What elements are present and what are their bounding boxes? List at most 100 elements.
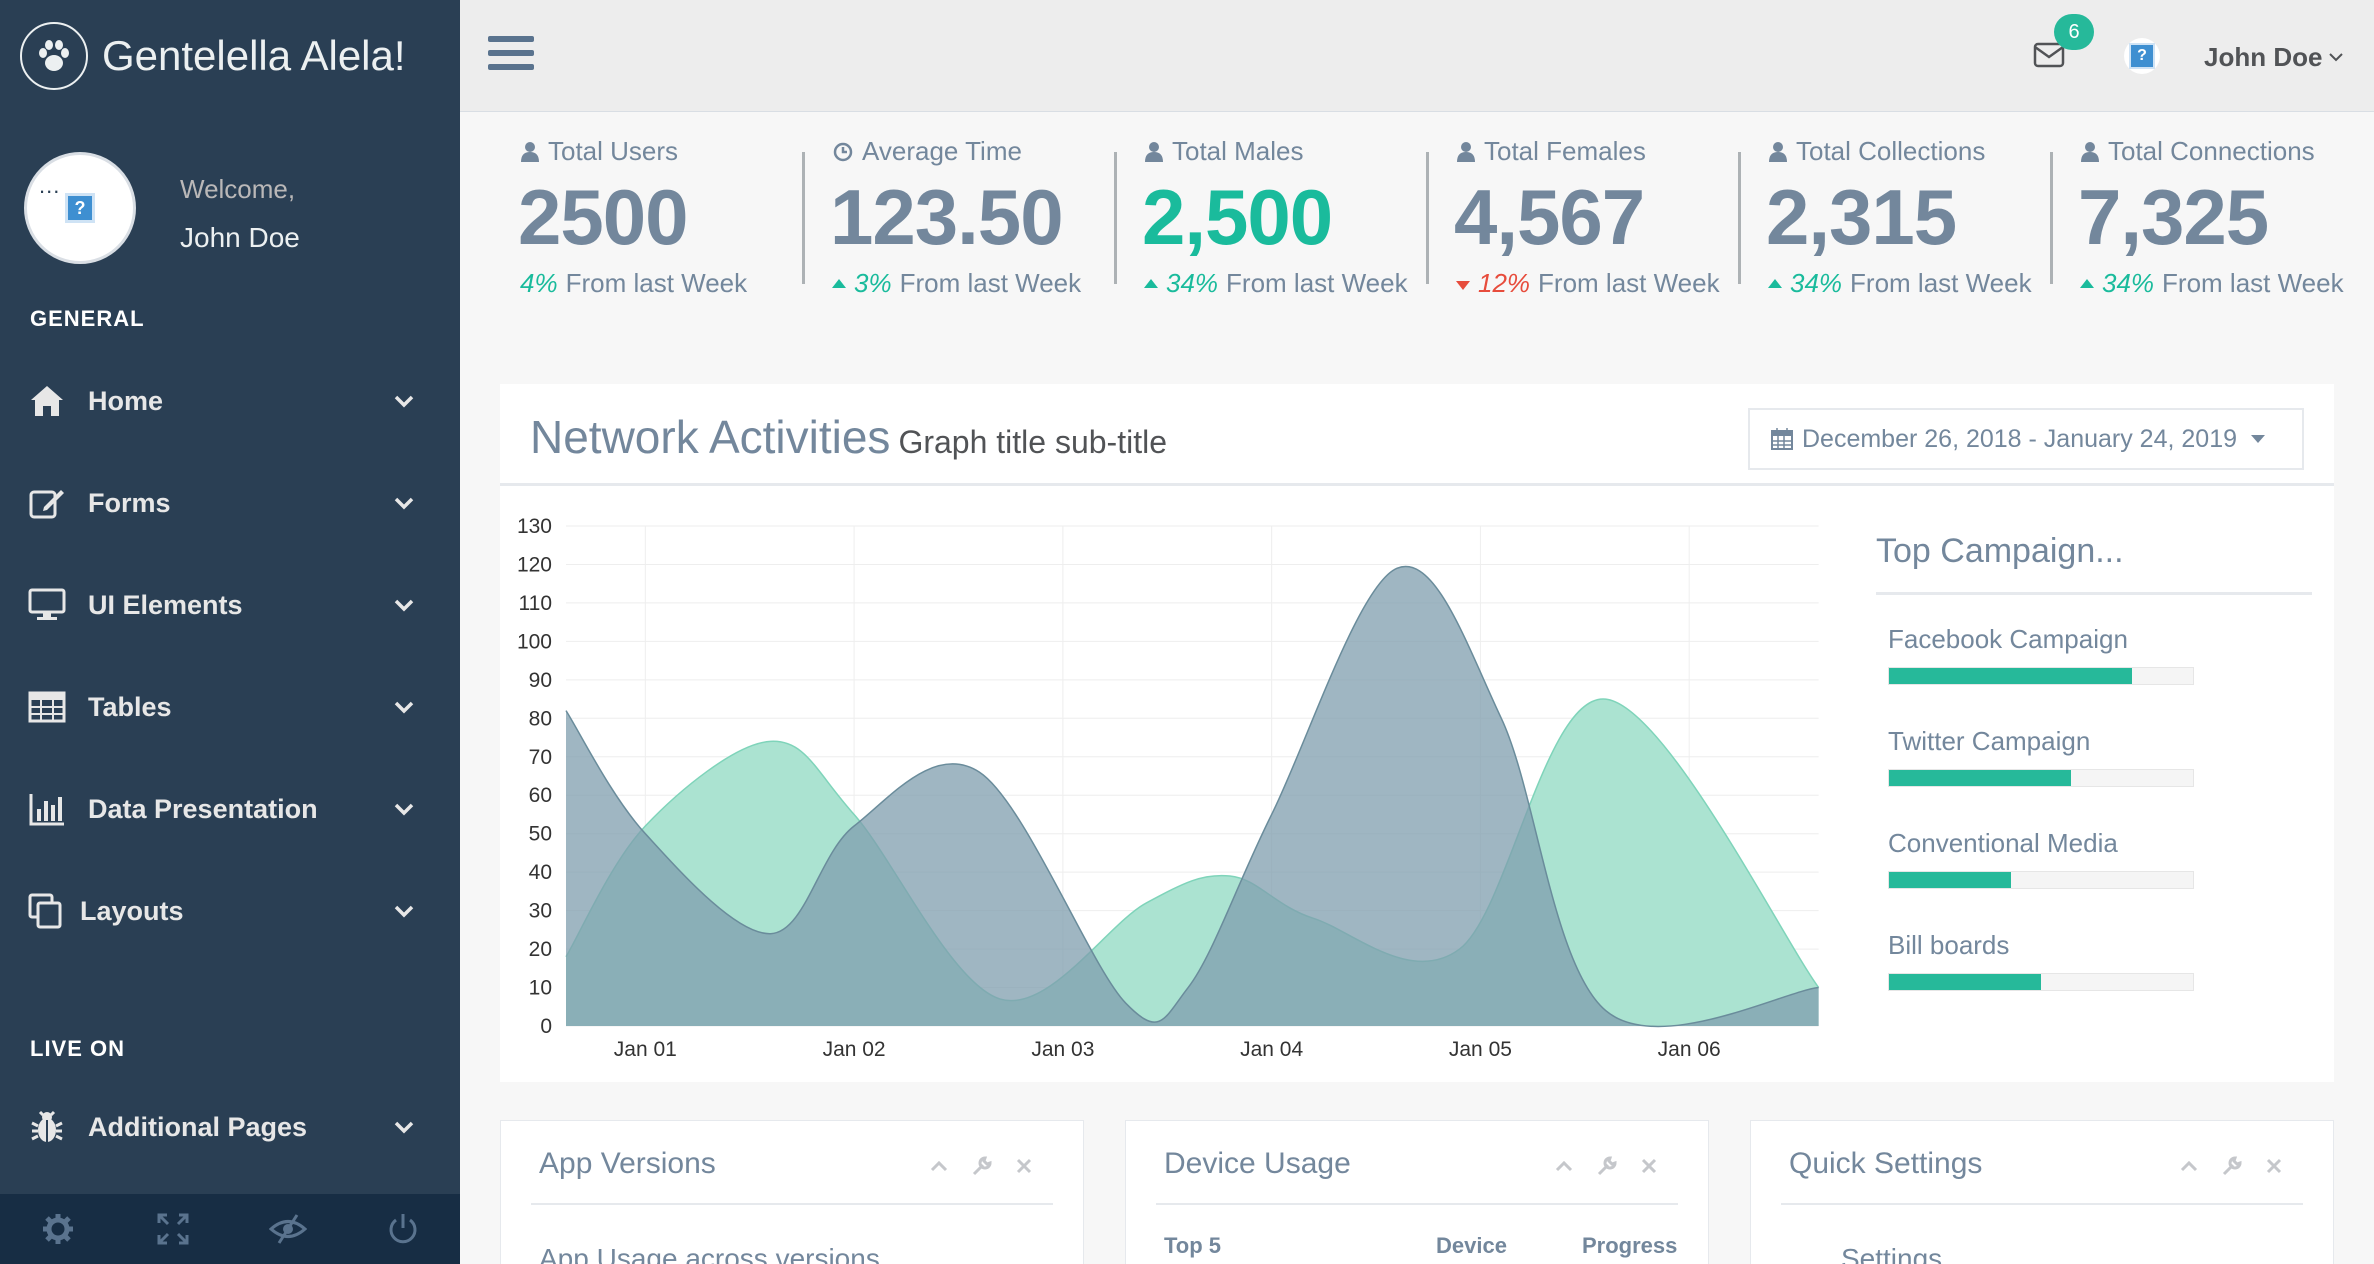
- sidebar-item-label: UI Elements: [88, 589, 243, 620]
- tile-percent: 34%: [2102, 268, 2155, 298]
- panel-subtitle: App Usage across versions: [539, 1243, 880, 1264]
- app-versions-panel: App Versions App Usage across versions: [500, 1120, 1084, 1264]
- chevron-down-icon: [394, 395, 414, 408]
- sidebar-item-layouts[interactable]: Layouts: [0, 860, 460, 962]
- chevron-down-icon: [394, 1121, 414, 1134]
- close-icon[interactable]: [1640, 1157, 1658, 1175]
- tile-divider: [1114, 152, 1117, 284]
- tile-divider: [2050, 152, 2053, 284]
- tile-label-text: Average Time: [862, 136, 1022, 166]
- date-range-picker[interactable]: December 26, 2018 - January 24, 2019: [1748, 408, 2304, 470]
- tile-divider: [802, 152, 805, 284]
- tile-footer: 12% From last Week: [1456, 268, 1746, 299]
- sidebar-item-forms[interactable]: Forms: [0, 452, 460, 554]
- tile-footer-text: From last Week: [899, 268, 1082, 298]
- campaign-item: Facebook Campaign: [1888, 624, 2194, 685]
- stat-tile: Total Collections 2,315 34% From last Week: [1748, 126, 2060, 306]
- close-icon[interactable]: [1015, 1157, 1033, 1175]
- bug-icon: [31, 1110, 63, 1142]
- bar-chart-icon: [29, 794, 64, 826]
- wrench-icon[interactable]: [2221, 1155, 2243, 1177]
- y-tick-label: 110: [519, 592, 552, 615]
- settings-button[interactable]: [0, 1194, 115, 1264]
- tile-footer: 34% From last Week: [1768, 268, 2058, 299]
- chevron-down-icon[interactable]: [2328, 52, 2344, 62]
- column-header-device: Device: [1436, 1233, 1507, 1258]
- chevron-up-icon[interactable]: [2179, 1159, 2199, 1173]
- progress-fill: [1889, 770, 2072, 786]
- logout-button[interactable]: [345, 1194, 460, 1264]
- tile-label: Total Users: [520, 136, 678, 167]
- campaigns-title: Top Campaign...: [1876, 532, 2124, 570]
- tile-label: Total Females: [1456, 136, 1646, 167]
- chevron-down-icon: [394, 701, 414, 714]
- y-tick-label: 80: [529, 707, 552, 730]
- tile-value: 7,325: [2078, 173, 2269, 261]
- tile-footer-text: From last Week: [1226, 268, 1408, 298]
- tile-label: Total Males: [1144, 136, 1304, 167]
- sidebar-item-label: Forms: [88, 487, 171, 518]
- wrench-icon[interactable]: [1596, 1155, 1618, 1177]
- top-nav: 6 ? John Doe: [460, 0, 2374, 112]
- menu-toggle-icon[interactable]: [488, 36, 534, 76]
- stat-tile: Total Connections 7,325 34% From last Week: [2060, 126, 2372, 306]
- wrench-icon[interactable]: [971, 1155, 993, 1177]
- sidebar-item-home[interactable]: Home: [0, 350, 460, 452]
- series-line-1: [565, 698, 1820, 1002]
- brand[interactable]: Gentelella Alela!: [0, 0, 460, 112]
- chevron-up-icon[interactable]: [929, 1159, 949, 1173]
- chevron-down-icon: [394, 803, 414, 816]
- welcome-text: Welcome,: [180, 174, 296, 204]
- chevron-down-icon: [394, 497, 414, 510]
- user-menu[interactable]: John Doe: [2204, 42, 2323, 72]
- clock-icon: [833, 142, 853, 161]
- y-tick-label: 0: [540, 1015, 552, 1038]
- column-header-progress: Progress: [1582, 1233, 1678, 1258]
- y-tick-label: 10: [529, 977, 552, 1000]
- tile-percent: 12%: [1478, 268, 1531, 298]
- series-area-2: [566, 566, 1819, 1027]
- sidebar-item-data-presentation[interactable]: Data Presentation: [0, 758, 460, 860]
- stat-tile: Total Males 2,500 34% From last Week: [1124, 126, 1436, 306]
- top-campaigns: Top Campaign... Facebook Campaign Twitter…: [1876, 504, 2316, 991]
- sidebar-item-additional-pages[interactable]: Additional Pages: [0, 1076, 460, 1178]
- eye-slash-icon: [268, 1214, 307, 1244]
- chevron-up-icon[interactable]: [1554, 1159, 1574, 1173]
- fullscreen-button[interactable]: [115, 1194, 230, 1264]
- sidebar-item-tables[interactable]: Tables: [0, 656, 460, 758]
- sidebar: Gentelella Alela! ... ? Welcome, John Do…: [0, 0, 460, 1264]
- quick-settings-panel: Quick Settings Settings: [1750, 1120, 2334, 1264]
- tile-value: 123.50: [830, 173, 1064, 261]
- tile-value: 2500: [518, 173, 689, 261]
- calendar-icon: [1771, 428, 1793, 450]
- campaign-label: Facebook Campaign: [1888, 624, 2128, 654]
- progress-bar: [1888, 871, 2194, 889]
- settings-link[interactable]: Settings: [1841, 1243, 1943, 1264]
- close-icon[interactable]: [2265, 1157, 2283, 1175]
- arrow-up-icon: [832, 279, 846, 288]
- tile-label-text: Total Users: [548, 136, 679, 166]
- avatar-placeholder: ?: [2129, 43, 2155, 69]
- stat-tile: Total Users 2500 4% From last Week: [500, 126, 812, 306]
- sidebar-item-ui-elements[interactable]: UI Elements: [0, 554, 460, 656]
- tile-value: 2,315: [1766, 173, 1957, 261]
- tile-footer: 4% From last Week: [520, 268, 810, 299]
- progress-bar: [1888, 973, 2194, 991]
- caret-down-icon: [2251, 435, 2265, 443]
- avatar-placeholder: ?: [65, 193, 95, 223]
- lock-button[interactable]: [230, 1194, 345, 1264]
- user-avatar[interactable]: ?: [2124, 38, 2160, 74]
- divider: [1156, 1203, 1678, 1205]
- tile-label-text: Total Connections: [2108, 136, 2315, 166]
- arrow-up-icon: [2080, 279, 2094, 288]
- panel-title: Quick Settings: [1789, 1147, 1983, 1180]
- home-icon: [31, 386, 63, 416]
- edit-icon: [29, 490, 64, 519]
- sidebar-item-label: Additional Pages: [88, 1111, 308, 1142]
- envelope-icon[interactable]: [2033, 42, 2065, 68]
- panel-title: Device Usage: [1164, 1147, 1351, 1180]
- notification-badge: 6: [2054, 14, 2094, 50]
- avatar[interactable]: ... ?: [24, 152, 136, 264]
- panel-toolbox: [1554, 1155, 1658, 1177]
- power-icon: [389, 1214, 416, 1244]
